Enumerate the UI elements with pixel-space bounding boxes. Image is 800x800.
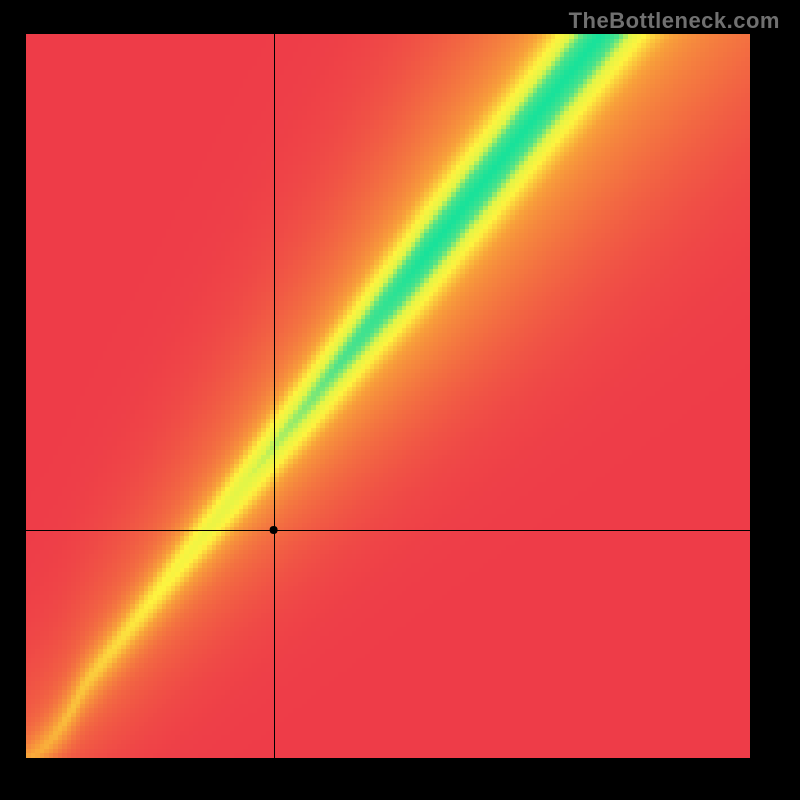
bottleneck-heatmap — [26, 34, 750, 758]
chart-frame: { "attribution": "TheBottleneck.com", "c… — [0, 0, 800, 800]
attribution-label: TheBottleneck.com — [569, 8, 780, 34]
